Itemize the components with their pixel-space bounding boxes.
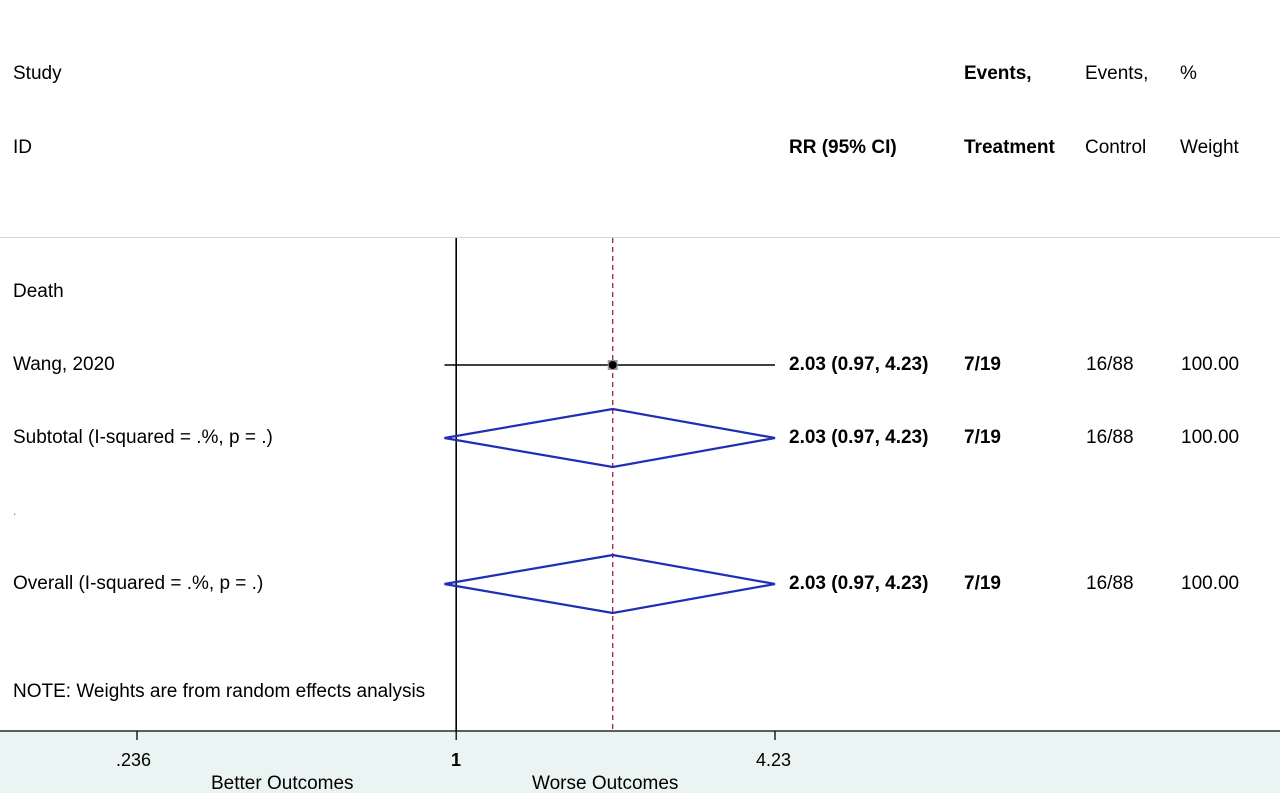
row-label-subtotal: Subtotal (I-squared = .%, p = .) [13, 427, 273, 448]
row-events-control-wang: 16/88 [1086, 354, 1134, 375]
header-id: ID [13, 137, 32, 158]
row-label-death: Death [13, 281, 64, 302]
header-events-control-2: Control [1085, 137, 1147, 158]
row-weight-overall: 100.00 [1181, 573, 1240, 594]
label-better-outcomes: Better Outcomes [211, 773, 354, 794]
row-spacer-dot: . [13, 504, 17, 518]
row-weight-wang: 100.00 [1181, 354, 1240, 375]
row-rr-subtotal: 2.03 (0.97, 4.23) [789, 427, 929, 448]
row-label-overall: Overall (I-squared = .%, p = .) [13, 573, 264, 594]
row-weight-subtotal: 100.00 [1181, 427, 1240, 448]
row-events-control-subtotal: 16/88 [1086, 427, 1134, 448]
row-events-treatment-overall: 7/19 [964, 573, 1001, 594]
label-worse-outcomes: Worse Outcomes [532, 773, 679, 794]
row-rr-wang: 2.03 (0.97, 4.23) [789, 354, 929, 375]
point-estimate-1 [608, 361, 617, 369]
row-rr-overall: 2.03 (0.97, 4.23) [789, 573, 929, 594]
row-label-wang: Wang, 2020 [13, 354, 115, 375]
header-separator [0, 237, 1280, 238]
note-text: NOTE: Weights are from random effects an… [13, 681, 426, 702]
header-events-control-1: Events, [1085, 63, 1149, 84]
header-weight-2: Weight [1180, 137, 1239, 158]
header-weight-1: % [1180, 63, 1197, 84]
tick-label-423: 4.23 [756, 750, 792, 770]
tick-label-0236: .236 [116, 750, 152, 770]
row-events-treatment-wang: 7/19 [964, 354, 1001, 375]
tick-label-1: 1 [451, 750, 462, 770]
subtotal-diamond-2 [444, 407, 776, 469]
header-events-treatment-2: Treatment [964, 137, 1055, 158]
row-events-treatment-subtotal: 7/19 [964, 427, 1001, 448]
header-events-treatment-1: Events, [964, 63, 1032, 84]
header-study: Study [13, 63, 62, 84]
header-rr: RR (95% CI) [789, 137, 897, 158]
overall-diamond-4 [444, 553, 776, 615]
axis-band [0, 731, 1280, 793]
row-events-control-overall: 16/88 [1086, 573, 1134, 594]
